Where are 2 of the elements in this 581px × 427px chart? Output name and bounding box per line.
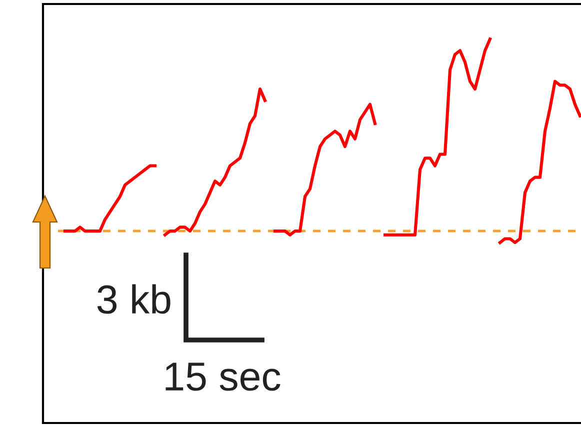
annotation: 3 kb xyxy=(97,284,170,314)
annotation: 15 sec xyxy=(166,362,280,391)
